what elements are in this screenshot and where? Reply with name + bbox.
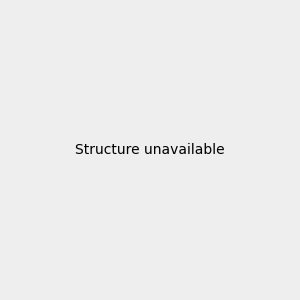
Text: Structure unavailable: Structure unavailable bbox=[75, 143, 225, 157]
